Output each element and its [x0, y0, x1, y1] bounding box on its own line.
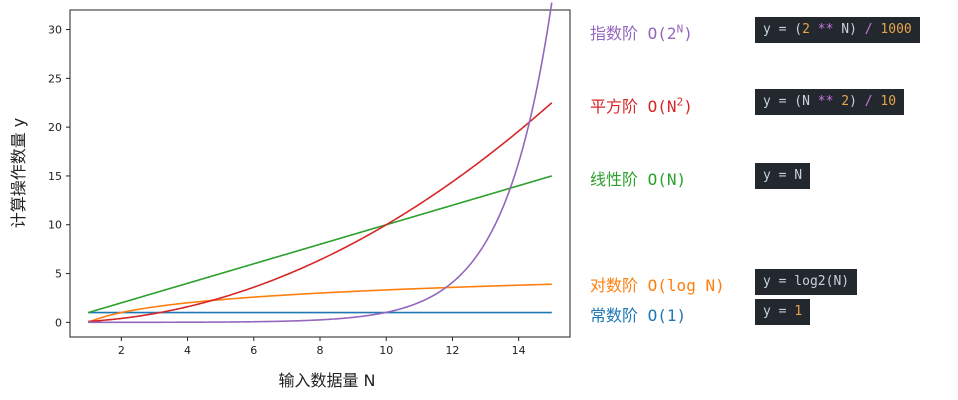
- code-lin: y = N: [755, 163, 811, 189]
- code-quad-n2: 10: [880, 94, 897, 109]
- legend-quad-close: ): [683, 97, 693, 116]
- code-const-n1: 1: [794, 304, 803, 319]
- code-quad-op2: /: [864, 94, 873, 109]
- legend-lin-cn: 线性阶: [590, 170, 639, 189]
- x-tick-label: 12: [445, 344, 459, 357]
- plot-area: [69, 9, 571, 338]
- x-tick-label: 4: [184, 344, 191, 357]
- y-tick-label: 10: [48, 219, 62, 232]
- code-exp-p2: N): [841, 22, 865, 37]
- code-quad: y = (N ** 2) / 10: [755, 89, 905, 115]
- y-tick-label: 25: [48, 72, 62, 85]
- code-quad-op1: **: [817, 94, 834, 109]
- series-lines: [87, 2, 553, 324]
- series-linear-line: [87, 175, 553, 314]
- legend-quad-cn: 平方阶: [590, 97, 639, 116]
- code-exp: y = (2 ** N) / 1000: [755, 17, 920, 43]
- code-log: y = log2(N): [755, 269, 858, 295]
- code-exp-op2: /: [864, 22, 873, 37]
- y-tick-label: 20: [48, 121, 62, 134]
- series-log-line: [87, 283, 552, 324]
- y-tick-label: 15: [48, 170, 62, 183]
- code-lin-p1: y = N: [763, 168, 803, 183]
- legend-lin-bigo: O(N): [647, 170, 687, 189]
- legend-quad: 平方阶 O(N2): [590, 93, 693, 117]
- code-quad-n1: 2: [841, 94, 850, 109]
- legend-quad-sup: 2: [676, 95, 684, 109]
- x-tick-label: 8: [317, 344, 324, 357]
- legend-const-bigo: O(1): [647, 306, 687, 325]
- legend-exp-sup: N: [676, 22, 684, 36]
- y-tick-label: 5: [55, 268, 62, 281]
- complexity-chart: 2 4 6 8 10 12 14 0 5 10 15 20 25 30 输入数据量 N 计算操作数量 y: [9, 2, 571, 390]
- x-tick-label: 14: [512, 344, 526, 357]
- legend-exp-bigo: O(2: [647, 24, 677, 43]
- y-axis-label: 计算操作数量 y: [9, 118, 28, 229]
- legend-exp-close: ): [683, 24, 693, 43]
- legend-log: 对数阶 O(log N): [590, 272, 725, 296]
- y-tick-label: 30: [48, 24, 62, 37]
- code-quad-p1: y = (N: [763, 94, 818, 109]
- series-quadratic-line: [88, 102, 553, 323]
- code-exp-p1: y = (: [763, 22, 803, 37]
- x-tick-label: 6: [250, 344, 257, 357]
- legend-const: 常数阶 O(1): [590, 302, 686, 326]
- legend-log-cn: 对数阶: [590, 276, 639, 295]
- x-axis-label: 输入数据量 N: [278, 371, 375, 390]
- legend-exp: 指数阶 O(2N): [590, 20, 693, 44]
- code-const-p1: y =: [763, 304, 795, 319]
- legend-quad-bigo: O(N: [647, 97, 677, 116]
- code-exp-n2: 1000: [880, 22, 912, 37]
- series-exponential-line: [88, 2, 553, 324]
- x-tick-label: 10: [379, 344, 393, 357]
- x-ticks: 2 4 6 8 10 12 14: [118, 337, 526, 357]
- legend-lin: 线性阶 O(N): [590, 166, 686, 190]
- legend-const-cn: 常数阶: [590, 306, 639, 325]
- code-exp-n1: 2: [802, 22, 810, 37]
- legend-exp-cn: 指数阶: [590, 24, 639, 43]
- code-log-p1: y = log2(N): [763, 274, 850, 289]
- code-exp-op1: **: [809, 22, 842, 37]
- code-quad-p3: ): [849, 94, 865, 109]
- y-ticks: 0 5 10 15 20 25 30: [48, 24, 70, 329]
- y-tick-label: 0: [55, 316, 62, 329]
- x-tick-label: 2: [118, 344, 125, 357]
- legend-log-bigo: O(log N): [647, 276, 725, 295]
- code-const: y = 1: [755, 299, 811, 325]
